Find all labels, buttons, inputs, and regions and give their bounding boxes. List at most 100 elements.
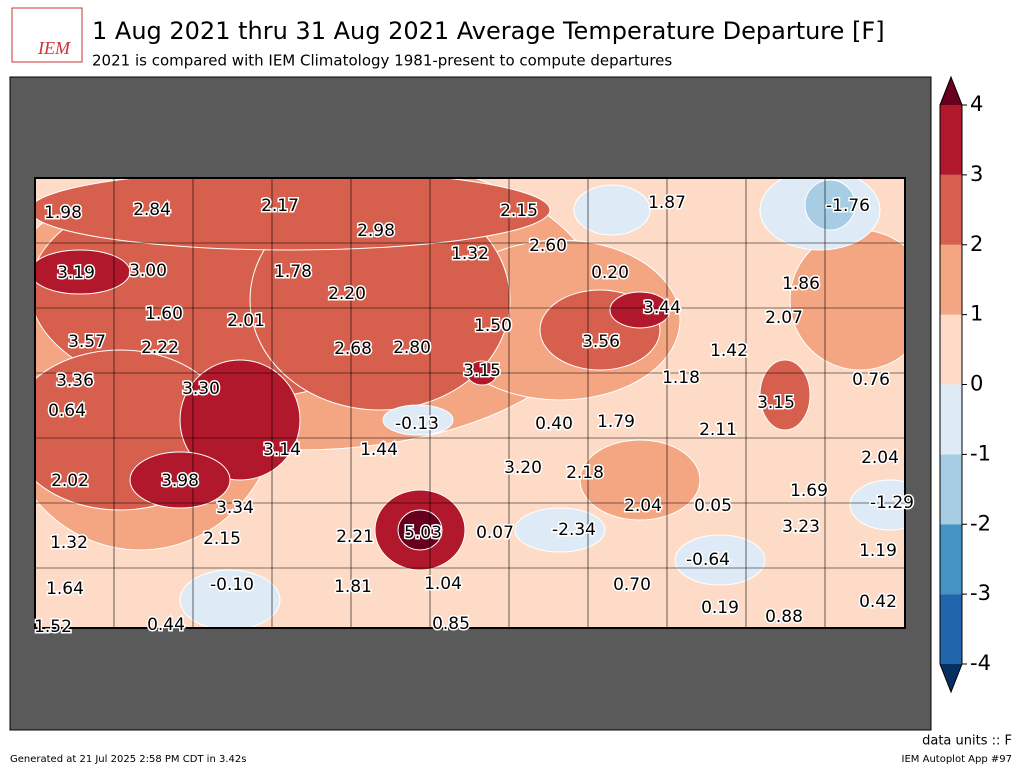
station-value: -0.13 <box>395 414 439 434</box>
station-value: 0.64 <box>48 401 86 421</box>
station-value: 3.30 <box>182 379 220 399</box>
fill-region <box>397 509 443 551</box>
colorbar-over <box>940 77 962 105</box>
station-value: 1.86 <box>782 274 820 294</box>
station-value: 0.70 <box>613 575 651 595</box>
units: data units :: F <box>922 734 1012 749</box>
state-border <box>34 177 906 629</box>
colorbar-segment <box>940 524 962 595</box>
fill-region <box>514 507 606 553</box>
station-value: 0.40 <box>535 414 573 434</box>
fill-region <box>804 179 856 231</box>
station-value: 1.32 <box>50 533 88 553</box>
fill-region <box>573 184 651 236</box>
station-value: 1.81 <box>334 577 372 597</box>
station-value: 3.23 <box>782 517 820 537</box>
station-value: 3.15 <box>463 361 501 381</box>
station-value: 3.15 <box>757 393 795 413</box>
fill-region <box>179 569 281 628</box>
title: 1 Aug 2021 thru 31 Aug 2021 Average Temp… <box>92 17 885 45</box>
station-value: 0.19 <box>701 598 739 618</box>
station-value: 1.69 <box>790 481 828 501</box>
station-value: 2.22 <box>141 338 179 358</box>
fill-region <box>849 479 905 531</box>
station-value: 1.04 <box>424 574 462 594</box>
station-value: 0.85 <box>432 614 470 634</box>
station-value: 1.98 <box>44 203 82 223</box>
station-value: 2.84 <box>133 200 171 220</box>
station-value: -0.10 <box>210 575 254 595</box>
colorbar-tick-label: 1 <box>970 302 983 326</box>
station-value: 0.07 <box>476 523 514 543</box>
colorbar-tick-label: -1 <box>970 441 991 465</box>
fill-region <box>579 439 701 521</box>
station-value: 0.20 <box>591 263 629 283</box>
station-value: 3.36 <box>56 371 94 391</box>
station-value: 3.44 <box>643 298 681 318</box>
station-value: 2.07 <box>765 308 803 328</box>
station-value: 3.19 <box>57 263 95 283</box>
station-value: 3.34 <box>216 498 254 518</box>
station-value: 0.76 <box>852 370 890 390</box>
station-value: 3.57 <box>68 332 106 352</box>
station-value: -0.64 <box>686 550 730 570</box>
colorbar-tick-label: -2 <box>970 511 991 535</box>
fill-region <box>129 451 231 509</box>
station-value: 1.60 <box>145 304 183 324</box>
fill-region <box>179 359 301 481</box>
colorbar-under <box>940 664 962 692</box>
station-value: 1.50 <box>474 316 512 336</box>
station-value: 0.42 <box>859 592 897 612</box>
station-value: 2.98 <box>357 221 395 241</box>
station-value: 1.19 <box>859 541 897 561</box>
station-value: 3.00 <box>129 261 167 281</box>
station-value: 0.05 <box>694 496 732 516</box>
colorbar-tick-label: 3 <box>970 162 983 186</box>
station-value: 3.56 <box>582 332 620 352</box>
colorbar-segment <box>940 454 962 525</box>
colorbar-tick-label: 2 <box>970 232 983 256</box>
logo: IEM <box>37 38 71 58</box>
station-value: 2.15 <box>500 201 538 221</box>
station-value: 1.78 <box>274 262 312 282</box>
station-value: 3.14 <box>263 440 301 460</box>
station-value: 2.17 <box>261 196 299 216</box>
station-value: 1.44 <box>360 440 398 460</box>
station-value: 2.11 <box>699 420 737 440</box>
subtitle: 2021 is compared with IEM Climatology 19… <box>92 52 672 70</box>
station-value: -1.76 <box>826 196 870 216</box>
station-value: 0.88 <box>765 607 803 627</box>
station-value: -2.34 <box>552 520 596 540</box>
colorbar-tick-label: -3 <box>970 581 991 605</box>
station-value: 5.03 <box>404 523 442 543</box>
station-value: -1.29 <box>870 493 914 513</box>
colorbar: -4 -3 -2 -1 0 1 2 3 4 <box>939 75 991 694</box>
colorbar-tick-label: 4 <box>970 92 983 116</box>
station-value: 2.60 <box>529 236 567 256</box>
fill-region <box>382 404 454 436</box>
station-value: 1.18 <box>662 368 700 388</box>
generated: Generated at 21 Jul 2025 2:58 PM CDT in … <box>10 754 246 765</box>
station-value: 1.42 <box>710 341 748 361</box>
station-value: 1.32 <box>451 244 489 264</box>
station-value: 0.44 <box>147 615 185 635</box>
station-value: 3.98 <box>161 471 199 491</box>
station-value: 2.18 <box>566 463 604 483</box>
station-value: 2.04 <box>861 448 899 468</box>
station-value: 1.52 <box>34 617 72 637</box>
colorbar-segment <box>940 384 962 455</box>
app: IEM Autoplot App #97 <box>902 754 1012 765</box>
fill-region <box>609 291 671 329</box>
station-value: 2.01 <box>227 311 265 331</box>
station-value: 2.20 <box>328 284 366 304</box>
map: 1.98 2.84 2.17 2.98 2.15 1.87 -1.76 3.19 3.00 1.7… <box>9 76 932 731</box>
station-value: 1.64 <box>46 579 84 599</box>
fill-region <box>759 359 811 431</box>
station-value: 2.21 <box>336 527 374 547</box>
colorbar-segment <box>940 594 962 664</box>
fill-region <box>674 534 766 586</box>
colorbar-tick-label: -4 <box>970 651 991 675</box>
station-value: 1.87 <box>648 193 686 213</box>
station-value: 1.79 <box>597 412 635 432</box>
